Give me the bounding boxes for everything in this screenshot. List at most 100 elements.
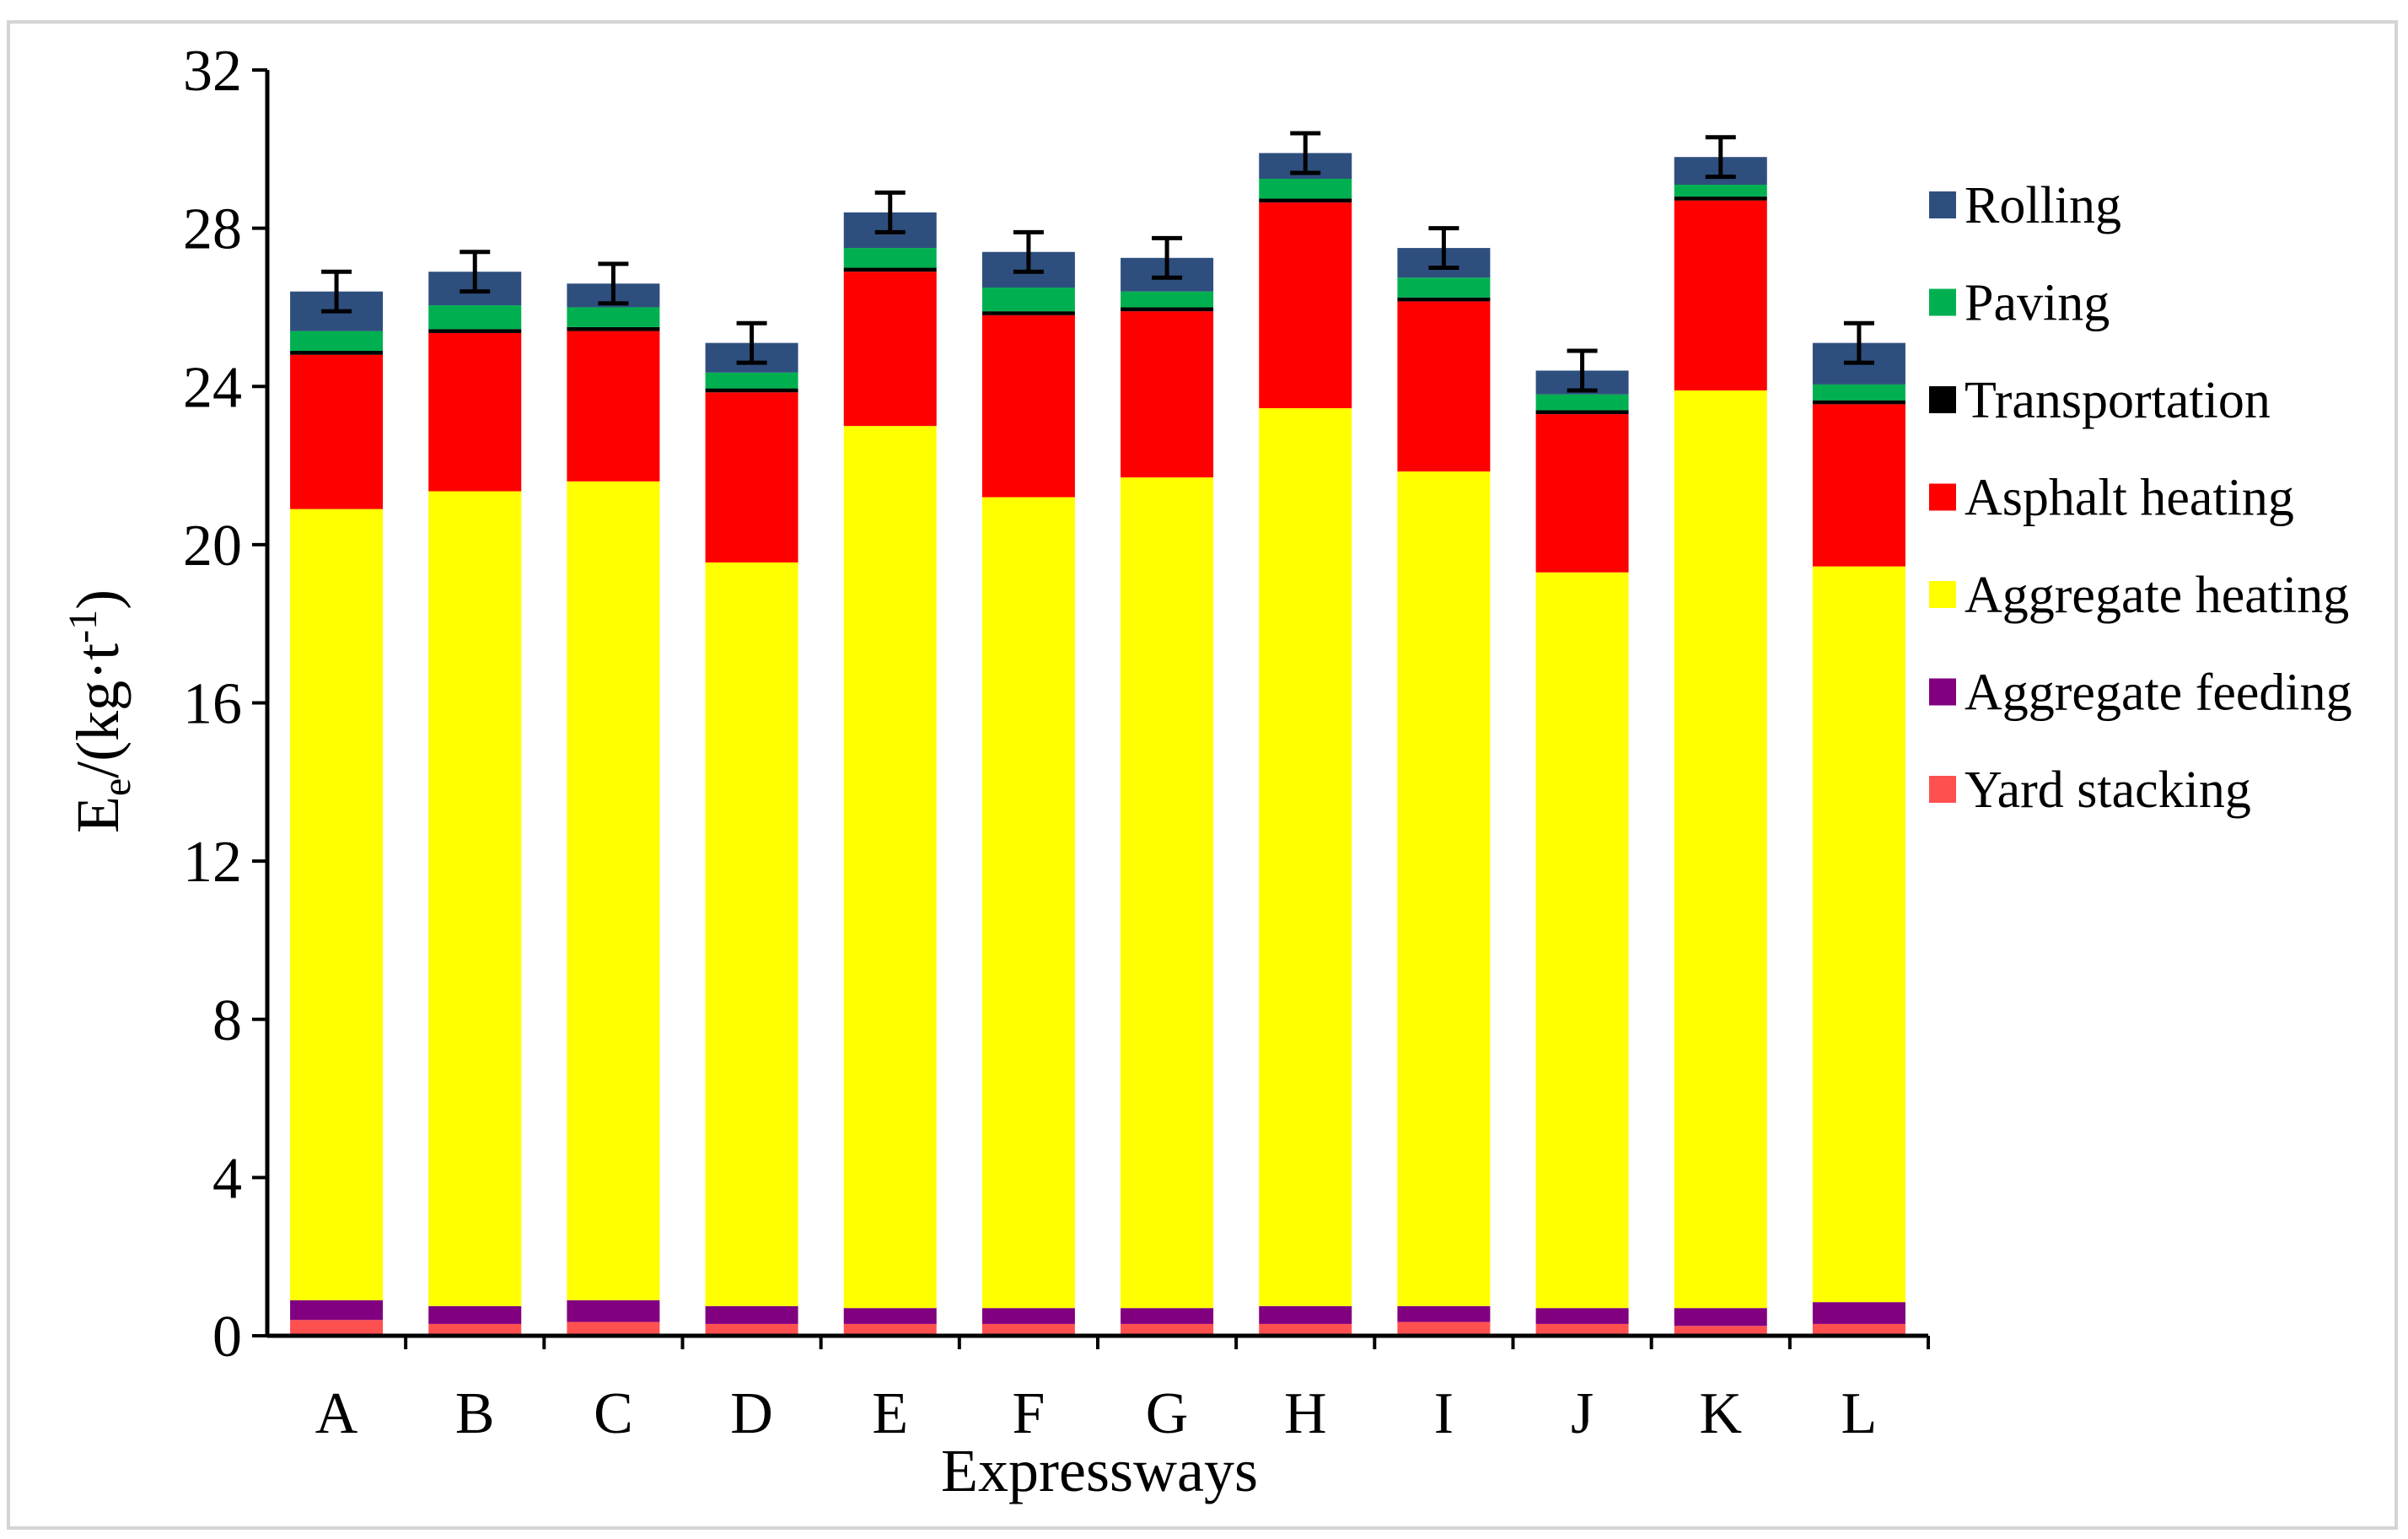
bar-segment-transportation-h — [1259, 198, 1352, 203]
bar-segment-aggregate-heating-f — [981, 497, 1075, 1309]
x-tick-label-g: G — [1146, 1381, 1189, 1446]
bar-segment-yard-stacking-b — [428, 1323, 522, 1336]
bar-segment-paving-j — [1535, 394, 1629, 411]
bar-segment-paving-e — [843, 248, 937, 268]
bar-segment-yard-stacking-c — [567, 1321, 660, 1336]
bar-segment-aggregate-heating-k — [1674, 390, 1767, 1309]
error-bars-layer — [321, 131, 1874, 393]
x-axis-title: Expressways — [941, 1437, 1258, 1504]
x-tick-label-e: E — [872, 1381, 908, 1446]
bar-segment-aggregate-heating-a — [290, 509, 384, 1300]
bar-segment-aggregate-heating-j — [1535, 572, 1629, 1309]
bar-segment-transportation-a — [290, 351, 384, 355]
bar-segment-transportation-c — [567, 326, 660, 331]
bar-segment-yard-stacking-k — [1674, 1326, 1767, 1336]
bar-segment-aggregate-feeding-k — [1674, 1308, 1767, 1326]
bar-segment-transportation-l — [1812, 400, 1905, 405]
y-axis-title-subscript: e — [94, 778, 139, 796]
legend-label-aggregate-feeding: Aggregate feeding — [1965, 665, 2352, 722]
y-axis-title-unit: /(kg·t — [64, 643, 132, 778]
bar-segment-asphalt-heating-e — [843, 272, 937, 427]
bar-segment-aggregate-heating-i — [1397, 471, 1491, 1306]
bar-segment-yard-stacking-l — [1812, 1323, 1905, 1336]
bar-segment-yard-stacking-a — [290, 1320, 384, 1336]
bar-segment-asphalt-heating-i — [1397, 301, 1491, 472]
bar-segment-paving-a — [290, 331, 384, 352]
bar-segment-paving-l — [1812, 384, 1905, 401]
bars-layer — [290, 153, 1905, 1336]
x-tick-label-f: F — [1012, 1381, 1045, 1446]
bar-segment-asphalt-heating-k — [1674, 200, 1767, 390]
bar-segment-paving-c — [567, 307, 660, 327]
bar-segment-aggregate-heating-l — [1812, 566, 1905, 1303]
y-tick-label: 16 — [183, 672, 242, 737]
y-axis-title-superscript: -1 — [61, 610, 105, 643]
legend-label-paving: Paving — [1965, 275, 2110, 332]
y-tick-label: 28 — [183, 197, 242, 262]
y-tick-label: 32 — [183, 39, 242, 104]
bar-segment-transportation-i — [1397, 297, 1491, 302]
bar-segment-asphalt-heating-f — [981, 315, 1075, 498]
stacked-bar-chart: 0 4 8 12 16 20 24 28 32 A B C D E F G H I J K L Expressways… — [61, 39, 2352, 1504]
legend-label-yard-stacking: Yard stacking — [1965, 761, 2251, 819]
legend: Rolling Paving Transportation Asphalt heati… — [1929, 177, 2352, 819]
bar-segment-aggregate-feeding-h — [1259, 1305, 1352, 1324]
bar-segment-aggregate-feeding-j — [1535, 1308, 1629, 1324]
bar-segment-transportation-f — [981, 311, 1075, 315]
bar-segment-aggregate-feeding-l — [1812, 1302, 1905, 1324]
bar-segment-asphalt-heating-c — [567, 331, 660, 482]
x-tick-label-i: I — [1434, 1381, 1454, 1446]
y-tick-label: 20 — [183, 514, 242, 578]
x-tick-label-d: D — [730, 1381, 773, 1446]
bar-segment-aggregate-feeding-b — [428, 1305, 522, 1324]
y-axis-title: Ee/(kg·t-1) — [61, 589, 139, 833]
bar-segment-yard-stacking-g — [1121, 1323, 1214, 1336]
bar-segment-yard-stacking-f — [981, 1323, 1075, 1336]
legend-label-aggregate-heating: Aggregate heating — [1965, 567, 2349, 624]
x-tick-label-j: J — [1571, 1381, 1594, 1446]
x-tick-label-c: C — [594, 1381, 633, 1446]
bar-segment-aggregate-heating-c — [567, 481, 660, 1300]
bar-segment-aggregate-heating-e — [843, 426, 937, 1309]
y-ticks-layer: 0 4 8 12 16 20 24 28 32 — [183, 39, 267, 1369]
bar-segment-transportation-j — [1535, 410, 1629, 415]
x-ticks-layer: A B C D E F G H I J K L — [315, 1336, 1930, 1446]
bar-segment-aggregate-feeding-a — [290, 1300, 384, 1321]
bar-segment-transportation-d — [705, 388, 798, 393]
bar-segment-asphalt-heating-a — [290, 354, 384, 509]
legend-swatch-paving — [1929, 288, 1956, 316]
bar-segment-paving-i — [1397, 277, 1491, 298]
y-axis-title-main: E — [64, 796, 132, 833]
bar-segment-yard-stacking-e — [843, 1323, 937, 1336]
x-tick-label-a: A — [315, 1381, 358, 1446]
bar-segment-transportation-e — [843, 267, 937, 272]
bar-segment-aggregate-heating-b — [428, 491, 522, 1306]
bar-segment-aggregate-feeding-d — [705, 1305, 798, 1324]
bar-segment-transportation-b — [428, 329, 522, 333]
bar-segment-asphalt-heating-h — [1259, 202, 1352, 409]
bar-segment-yard-stacking-h — [1259, 1323, 1352, 1336]
bar-segment-aggregate-heating-d — [705, 562, 798, 1306]
bar-segment-aggregate-feeding-i — [1397, 1305, 1491, 1322]
bar-segment-paving-g — [1121, 291, 1214, 308]
x-tick-label-k: K — [1699, 1381, 1742, 1446]
legend-swatch-yard-stacking — [1929, 776, 1956, 803]
bar-segment-aggregate-feeding-e — [843, 1308, 937, 1324]
y-tick-label: 0 — [212, 1305, 242, 1369]
legend-swatch-aggregate-feeding — [1929, 678, 1956, 706]
bar-segment-asphalt-heating-j — [1535, 414, 1629, 573]
bar-segment-paving-h — [1259, 178, 1352, 199]
bar-segment-paving-b — [428, 305, 522, 330]
bar-segment-yard-stacking-i — [1397, 1321, 1491, 1336]
y-axis-title-close: ) — [64, 589, 132, 610]
x-tick-label-b: B — [455, 1381, 495, 1446]
legend-swatch-aggregate-heating — [1929, 581, 1956, 608]
y-tick-label: 8 — [212, 988, 242, 1053]
bar-segment-asphalt-heating-g — [1121, 311, 1214, 478]
bar-segment-aggregate-feeding-c — [567, 1300, 660, 1322]
bar-segment-yard-stacking-d — [705, 1323, 798, 1336]
bar-segment-aggregate-heating-h — [1259, 408, 1352, 1306]
x-tick-label-l: L — [1841, 1381, 1878, 1446]
bar-segment-paving-f — [981, 287, 1075, 312]
y-tick-label: 24 — [183, 355, 242, 420]
